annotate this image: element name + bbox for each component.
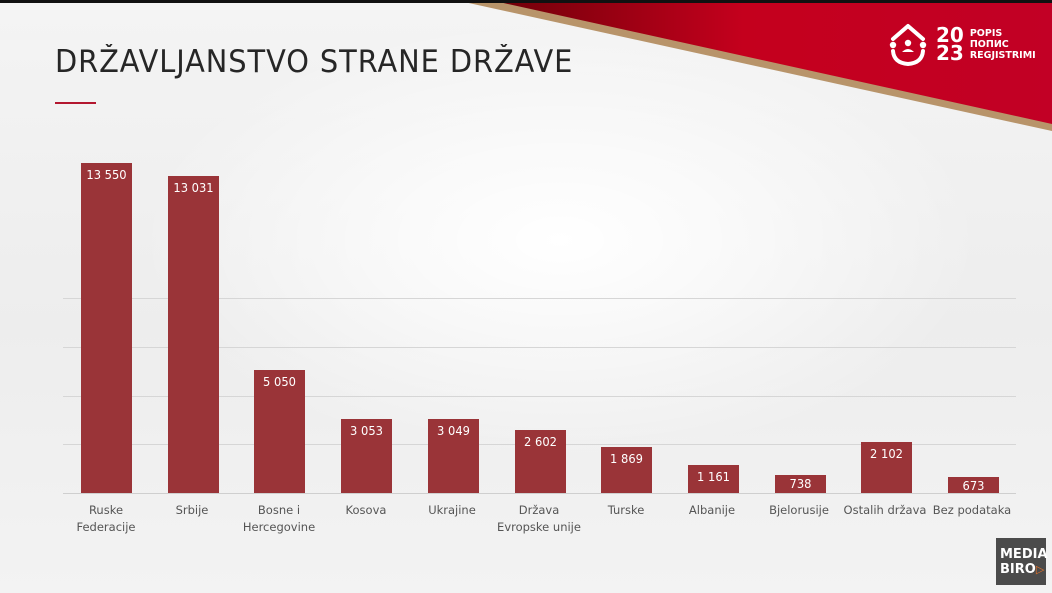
bar: 738	[775, 475, 826, 493]
bar-value-label: 2 102	[870, 446, 903, 461]
bar: 673	[948, 477, 999, 493]
category-label: Turske	[607, 503, 645, 517]
bar-value-label: 3 053	[350, 423, 383, 438]
category-label: Bosne i Hercegovine	[242, 503, 316, 534]
category-label: Srbije	[175, 503, 209, 517]
category-label: Bjelorusije	[769, 503, 829, 517]
watermark-line2: BIRO	[1000, 562, 1036, 577]
page-title: DRŽAVLJANSTVO STRANE DRŽAVE	[55, 44, 574, 80]
title-underline	[55, 102, 96, 104]
category-label: Ukrajine	[428, 503, 476, 517]
bar-value-label: 1 869	[610, 451, 643, 466]
x-axis-baseline	[63, 493, 1016, 494]
bar: 1 161	[688, 465, 739, 493]
logo-year-top: 20	[936, 23, 964, 47]
category-label: Kosova	[345, 503, 387, 517]
house-people-icon	[889, 24, 927, 67]
bar-value-label: 5 050	[263, 374, 296, 389]
category-label: Ostalih država	[843, 503, 927, 517]
logo-year-bottom: 23	[936, 41, 964, 65]
logo-words: POPIS ПОПИС REGJISTRIMI	[970, 28, 1036, 61]
logo-word-popis-cyrillic: ПОПИС	[969, 38, 1009, 50]
media-biro-watermark: MEDIA BIRO▷	[996, 538, 1048, 585]
play-triangle-icon: ▷	[1035, 563, 1045, 576]
gridline	[63, 298, 1016, 299]
logo-year: 20 23	[936, 23, 964, 65]
bar-value-label: 738	[789, 476, 812, 491]
popis-2023-logo: 20 23 POPIS ПОПИС REGJISTRIMI	[889, 20, 1036, 68]
bar-value-label: 13 031	[173, 180, 214, 195]
category-label: Albanije	[688, 503, 736, 517]
bar-value-label: 1 161	[697, 469, 730, 484]
category-label: Bez podataka	[932, 503, 1012, 517]
bar-value-label: 673	[962, 478, 985, 493]
watermark-line1: MEDIA	[1000, 547, 1048, 562]
bar: 3 049	[428, 419, 479, 493]
bar: 13 550	[81, 163, 132, 493]
bar-value-label: 13 550	[86, 167, 127, 182]
bar: 3 053	[341, 419, 392, 493]
logo-word-regjistrimi: REGJISTRIMI	[969, 49, 1036, 61]
category-label: Država Evropske unije	[497, 503, 581, 534]
bar-value-label: 3 049	[437, 423, 470, 438]
bar: 1 869	[601, 447, 652, 493]
bar: 13 031	[168, 176, 219, 493]
bar: 2 102	[861, 442, 912, 493]
gridline	[63, 347, 1016, 348]
category-label: Ruske Federacije	[76, 503, 136, 534]
bar-value-label: 2 602	[524, 434, 557, 449]
bar: 2 602	[515, 430, 566, 493]
gridline	[63, 396, 1016, 397]
bar: 5 050	[254, 370, 305, 493]
logo-word-popis: POPIS	[969, 27, 1003, 39]
